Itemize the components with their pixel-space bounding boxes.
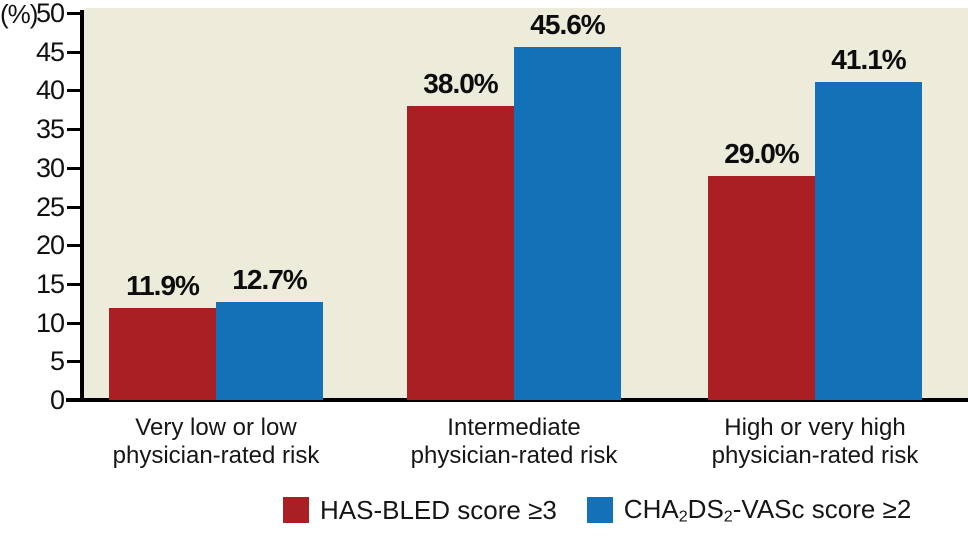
y-axis-tick-label: 5 bbox=[49, 346, 65, 377]
y-axis-tick bbox=[67, 89, 81, 93]
bar bbox=[407, 105, 514, 400]
y-axis-tick bbox=[67, 50, 81, 54]
y-axis-unit-label: (%) bbox=[0, 0, 38, 29]
bar-value-label: 12.7% bbox=[232, 263, 307, 295]
bar-value-label: 29.0% bbox=[724, 137, 799, 169]
y-axis-tick bbox=[67, 12, 81, 15]
y-axis-tick-label: 30 bbox=[35, 152, 65, 183]
legend-label-subscript: 2 bbox=[678, 507, 688, 526]
legend-label-segment: DS bbox=[687, 494, 724, 524]
axis-category-label-line: Intermediate bbox=[447, 414, 581, 441]
legend-label-segment: -VASc score ≥2 bbox=[732, 494, 912, 524]
legend-label-segment: CHA bbox=[623, 494, 679, 524]
bar bbox=[815, 81, 922, 400]
y-axis-tick-label: 25 bbox=[35, 191, 65, 222]
axis-category-label-line: physician-rated risk bbox=[711, 442, 919, 469]
y-axis-tick-label: 10 bbox=[35, 307, 65, 338]
bar bbox=[216, 301, 323, 400]
axis-category-label-line: physician-rated risk bbox=[410, 442, 618, 469]
axis-category-label: High or very high physician-rated risk bbox=[650, 414, 968, 470]
legend-label: CHA2DS2-VASc score ≥2 bbox=[624, 494, 911, 527]
y-axis-tick-label: 40 bbox=[35, 75, 65, 106]
bar bbox=[514, 47, 621, 400]
y-axis-tick-label: 35 bbox=[35, 114, 65, 145]
y-axis-tick-label: 15 bbox=[35, 268, 65, 299]
axis-category-label-line: physician-rated risk bbox=[112, 442, 320, 469]
legend-label-subscript: 2 bbox=[723, 507, 733, 526]
axis-category-label: Intermediate physician-rated risk bbox=[349, 414, 679, 470]
y-axis-line bbox=[80, 10, 84, 400]
y-axis-tick bbox=[67, 128, 81, 132]
y-axis-tick-label: 20 bbox=[35, 230, 65, 261]
bar bbox=[708, 175, 815, 400]
legend-swatch bbox=[586, 497, 613, 524]
bar bbox=[109, 307, 216, 400]
legend-item: CHA2DS2-VASc score ≥2 bbox=[586, 494, 911, 527]
y-axis-tick bbox=[67, 244, 81, 248]
y-axis-tick bbox=[67, 360, 81, 364]
legend-item: HAS-BLED score ≥3 bbox=[283, 495, 557, 526]
bar-value-label: 11.9% bbox=[126, 269, 200, 301]
bar-value-label: 45.6% bbox=[530, 9, 605, 41]
legend-swatch bbox=[283, 497, 309, 524]
x-axis-line bbox=[66, 398, 968, 402]
axis-category-label-line: Very low or low bbox=[135, 414, 297, 441]
legend-label: HAS-BLED score ≥3 bbox=[320, 495, 557, 526]
y-axis-tick bbox=[67, 166, 81, 170]
bar-value-label: 38.0% bbox=[423, 67, 498, 99]
axis-category-label: Very low or low physician-rated risk bbox=[51, 414, 381, 470]
bar-value-label: 41.1% bbox=[831, 43, 906, 75]
y-axis-tick bbox=[67, 205, 81, 209]
y-axis-tick-label: 45 bbox=[35, 36, 65, 67]
axis-category-label-line: High or very high bbox=[724, 414, 906, 441]
y-axis-tick bbox=[67, 321, 81, 325]
legend-label-segment: HAS-BLED score ≥3 bbox=[320, 494, 557, 525]
y-axis-tick bbox=[67, 282, 81, 286]
y-axis-tick-label: 0 bbox=[49, 385, 65, 415]
y-axis-tick-label: 50 bbox=[35, 0, 65, 28]
legend: HAS-BLED score ≥3 CHA2DS2-VASc score ≥2 bbox=[283, 494, 911, 527]
